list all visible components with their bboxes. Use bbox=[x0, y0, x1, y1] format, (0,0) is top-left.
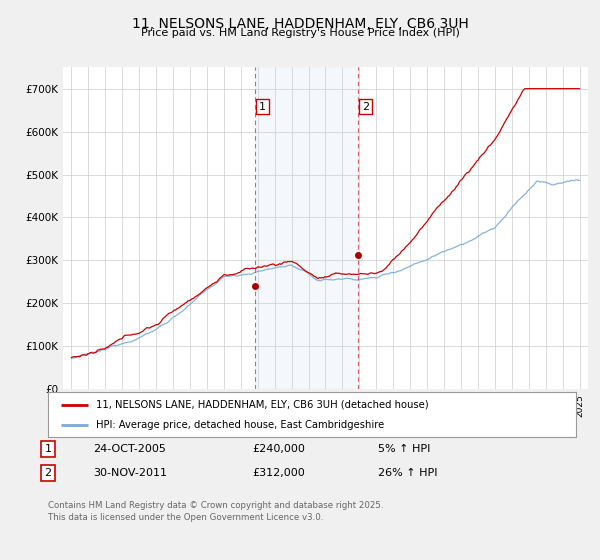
Text: 26% ↑ HPI: 26% ↑ HPI bbox=[378, 468, 437, 478]
Text: 5% ↑ HPI: 5% ↑ HPI bbox=[378, 444, 430, 454]
Text: 1: 1 bbox=[44, 444, 52, 454]
Text: 30-NOV-2011: 30-NOV-2011 bbox=[93, 468, 167, 478]
Text: HPI: Average price, detached house, East Cambridgeshire: HPI: Average price, detached house, East… bbox=[95, 420, 384, 430]
Text: Contains HM Land Registry data © Crown copyright and database right 2025.
This d: Contains HM Land Registry data © Crown c… bbox=[48, 501, 383, 522]
Text: 24-OCT-2005: 24-OCT-2005 bbox=[93, 444, 166, 454]
Text: 11, NELSONS LANE, HADDENHAM, ELY, CB6 3UH (detached house): 11, NELSONS LANE, HADDENHAM, ELY, CB6 3U… bbox=[95, 399, 428, 409]
Text: £312,000: £312,000 bbox=[252, 468, 305, 478]
Text: 2: 2 bbox=[362, 102, 370, 111]
Bar bbox=[255, 67, 358, 389]
Text: 11, NELSONS LANE, HADDENHAM, ELY, CB6 3UH: 11, NELSONS LANE, HADDENHAM, ELY, CB6 3U… bbox=[131, 17, 469, 31]
Text: 2: 2 bbox=[44, 468, 52, 478]
Text: 1: 1 bbox=[259, 102, 266, 111]
Text: £240,000: £240,000 bbox=[252, 444, 305, 454]
Text: Price paid vs. HM Land Registry's House Price Index (HPI): Price paid vs. HM Land Registry's House … bbox=[140, 28, 460, 38]
